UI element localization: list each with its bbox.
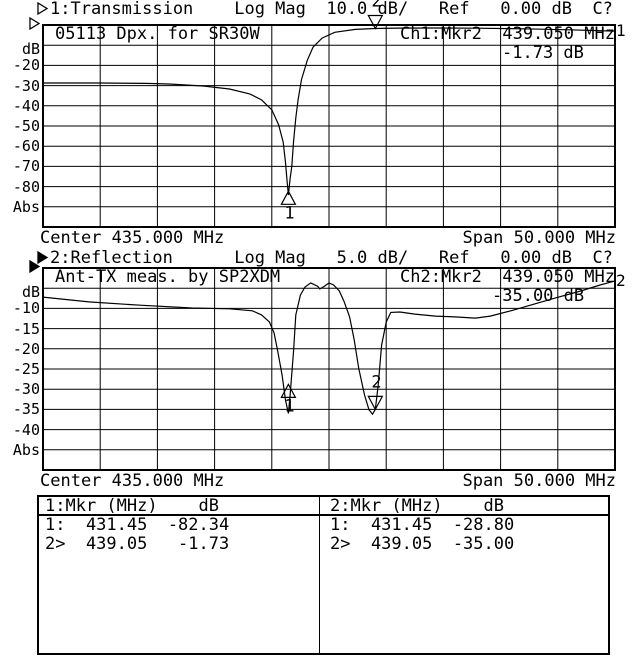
table-ch1-header: 1:Mkr (MHz) dB <box>45 496 219 516</box>
table-header-underline <box>37 514 610 516</box>
ch1-channel-arrow-icon <box>37 1 49 16</box>
ch2-corner-arrow-icon <box>29 259 41 274</box>
marker-number-label: 2 <box>371 0 381 11</box>
marker-2-down-icon <box>367 395 384 411</box>
ch2-header-line: 2:Reflection Log Mag 5.0 dB/ Ref 0.00 dB… <box>50 248 613 268</box>
ch2-trace <box>42 280 616 416</box>
ch1-marker-readout-freq: Ch1:Mkr2 439.050 MHz <box>400 24 615 44</box>
y-tick-label: -60 <box>12 137 40 156</box>
ch1-center-freq-label: Center 435.000 MHz <box>40 228 225 248</box>
trace-2-end-label: 2 <box>616 271 626 290</box>
y-tick-label: -15 <box>12 319 40 338</box>
table-ch2-row-1: 1: 431.45 -28.80 <box>330 515 515 535</box>
ch2-span-label: Span 50.000 MHz <box>462 471 616 491</box>
ch2-marker-readout-freq: Ch2:Mkr2 439.050 MHz <box>400 267 615 287</box>
y-tick-label: dB <box>21 283 40 302</box>
y-tick-label: -30 <box>12 76 40 95</box>
trace-1-end-label: 1 <box>616 21 626 40</box>
y-tick-label: -10 <box>12 299 40 318</box>
ch1-device-label: 05113 Dpx. for SR30W <box>55 24 260 44</box>
y-tick-label: Abs <box>12 197 40 216</box>
marker-number-label: 2 <box>371 372 381 392</box>
table-ch2-row-2: 2> 439.05 -35.00 <box>330 534 515 554</box>
ch2-channel-arrow-icon <box>37 250 49 265</box>
y-tick-label: -20 <box>12 339 40 358</box>
y-tick-label: -25 <box>12 360 40 378</box>
y-tick-label: -80 <box>12 177 40 196</box>
y-tick-label: -70 <box>12 157 40 176</box>
table-ch1-row-2: 2> 439.05 -1.73 <box>45 534 230 554</box>
table-divider <box>319 495 320 653</box>
ch1-corner-arrow-icon <box>29 16 41 31</box>
y-tick-label: -30 <box>12 380 40 399</box>
y-tick-label: dB <box>21 40 40 59</box>
ch2-device-label: Ant-TX meas. by SP2XDM <box>55 267 281 287</box>
table-border-left <box>37 495 39 655</box>
ch1-marker-readout-db: -1.73 dB <box>502 43 584 63</box>
ch1-trace <box>43 27 616 196</box>
y-tick-label: -40 <box>12 96 40 115</box>
marker-number-label: 1 <box>284 203 294 223</box>
y-tick-label: -20 <box>12 56 40 75</box>
y-tick-label: -35 <box>12 400 40 419</box>
marker-number-label: 1 <box>284 396 294 416</box>
table-ch1-row-1: 1: 431.45 -82.34 <box>45 515 230 535</box>
y-tick-label: -50 <box>12 117 40 135</box>
table-ch2-header: 2:Mkr (MHz) dB <box>330 496 504 516</box>
y-tick-label: Abs <box>12 440 40 459</box>
marker-1-up-icon <box>280 383 297 398</box>
ch1-header-line: 1:Transmission Log Mag 10.0 dB/ Ref 0.00… <box>50 0 613 19</box>
y-tick-label: -40 <box>12 420 40 439</box>
marker-1-up-icon <box>280 190 297 205</box>
ch2-center-freq-label: Center 435.000 MHz <box>40 471 225 491</box>
table-border-top <box>37 495 610 497</box>
table-border-bottom <box>37 653 610 655</box>
table-border-right <box>608 495 610 655</box>
ch1-span-label: Span 50.000 MHz <box>462 228 616 248</box>
marker-2-down-icon <box>367 14 384 30</box>
